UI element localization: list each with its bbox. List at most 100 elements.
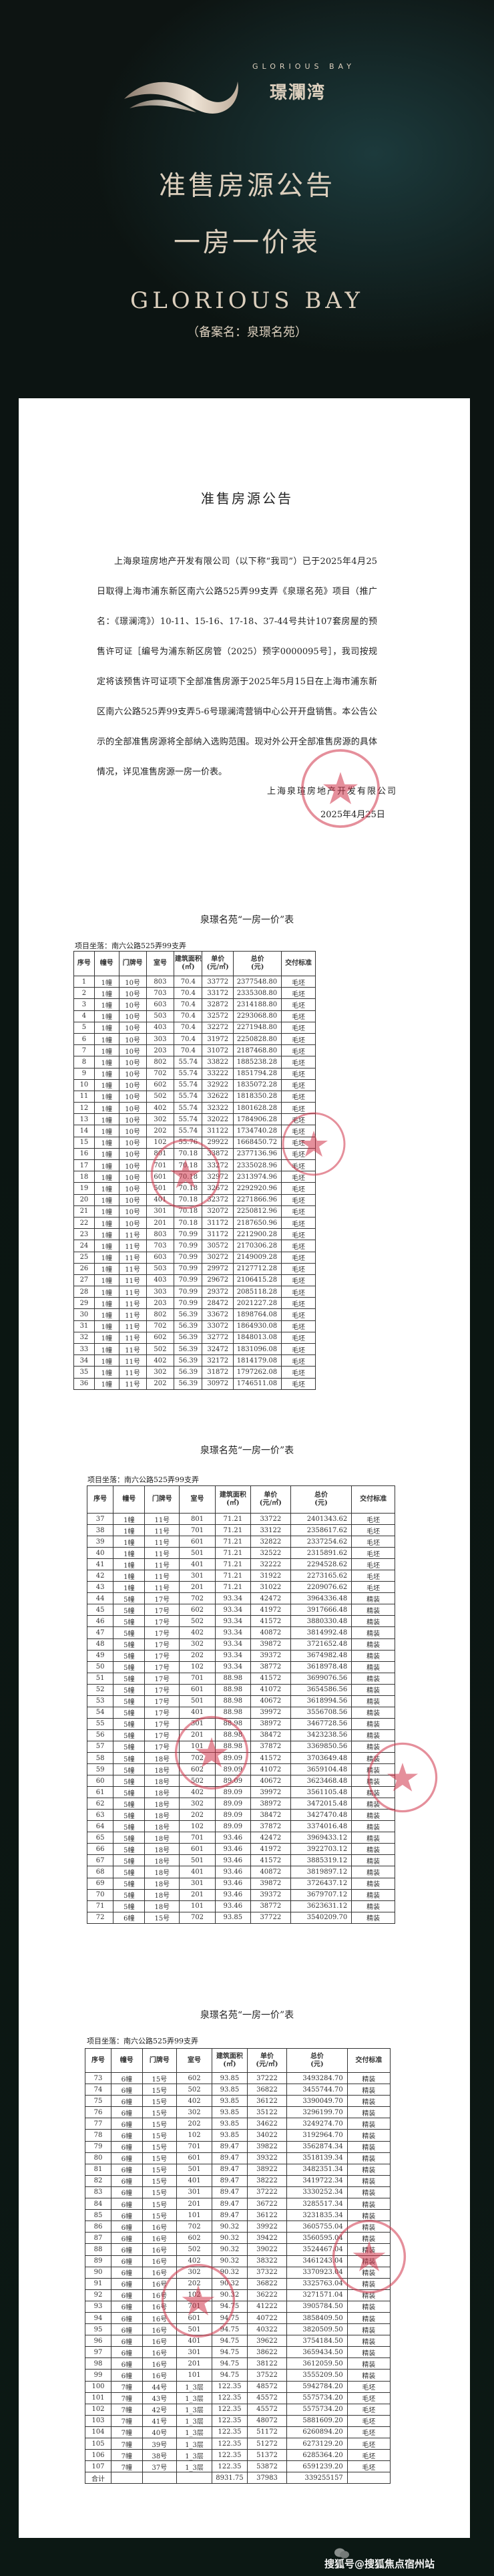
table-row: 99 6幢 16号 101 94.75 37522 3555209.50 精装 (84, 2369, 391, 2382)
cell-delivery-standard: 精装 (351, 1672, 395, 1685)
logo-english: GLORIOUS BAY (252, 62, 355, 71)
cell-unit-price: 33072 (202, 1320, 234, 1332)
table-row: 7 1幢 10号 203 70.4 31072 2187468.80 毛坯 (73, 1044, 316, 1057)
cell-delivery-standard: 毛坯 (281, 1159, 316, 1172)
cell-door-no: 10号 (118, 998, 147, 1011)
cell-total-price: 2127712.28 (233, 1262, 282, 1275)
cell-door-no: 11号 (144, 1524, 180, 1537)
cell-delivery-standard: 毛坯 (281, 1125, 316, 1137)
cell-building: 5幢 (113, 1626, 146, 1639)
cell-seq: 105 (84, 2437, 112, 2450)
cell-seq: 合计 (84, 2472, 112, 2484)
cell-building: 6幢 (111, 2323, 143, 2336)
cell-building: 5幢 (113, 1832, 146, 1844)
cell-seq: 86 (84, 2221, 112, 2233)
header-building: 幢号 (113, 1485, 146, 1514)
cell-room-no: 201 (179, 1729, 216, 1741)
cell-total-price: 3885319.12 (290, 1854, 352, 1867)
cell-door-no: 18号 (144, 1751, 180, 1765)
cell-area: 93.46 (214, 1888, 252, 1901)
cell-unit-price: 37222 (246, 2186, 288, 2199)
cell-delivery-standard: 毛坯 (281, 1090, 316, 1103)
table-row: 100 7幢 44号 1_3层 122.35 48572 5942784.20 毛坯 (84, 2380, 391, 2393)
cell-building: 5幢 (113, 1615, 146, 1628)
cell-delivery-standard: 毛坯 (281, 1032, 316, 1046)
cell-total-price: 6285364.20 (286, 2449, 348, 2462)
cell-delivery-standard: 毛坯 (351, 1524, 395, 1537)
cell-room-no: 402 (179, 1626, 216, 1639)
cell-building: 6幢 (111, 2106, 143, 2119)
cell-seq: 25 (73, 1251, 95, 1264)
cell-delivery-standard: 精装 (346, 2209, 391, 2222)
cell-total-price: 3659434.50 (286, 2346, 348, 2359)
cell-door-no: 11号 (144, 1558, 180, 1571)
cell-room-no: 302 (176, 2266, 212, 2279)
cell-delivery-standard: 毛坯 (281, 1182, 316, 1195)
cell-door-no: 11号 (118, 1342, 147, 1356)
cell-unit-price: 32922 (202, 1079, 234, 1091)
cell-total-price: 5942784.20 (286, 2380, 348, 2393)
cell-area: 56.39 (174, 1342, 203, 1356)
cell-delivery-standard: 精装 (351, 1877, 395, 1890)
cell-delivery-standard: 精装 (346, 2221, 391, 2233)
table-row: 64 5幢 18号 102 89.09 37872 3374016.48 精装 (86, 1820, 395, 1833)
cell-total-price: 3964336.48 (290, 1592, 352, 1605)
cell-door-no: 18号 (144, 1809, 180, 1822)
cell-door-no: 10号 (118, 1147, 147, 1161)
cell-total-price: 2250828.80 (233, 1032, 282, 1046)
cell-unit-price: 39822 (246, 2140, 288, 2153)
cell-building: 1幢 (113, 1570, 146, 1582)
cell-room-no: 501 (179, 1854, 216, 1867)
cell-room-no: 1_3层 (176, 2414, 212, 2427)
cell-unit-price: 34022 (246, 2129, 288, 2142)
cell-building: 5幢 (113, 1717, 146, 1730)
cell-total-price: 3618994.56 (290, 1695, 352, 1707)
cell-unit-price: 39872 (250, 1638, 291, 1651)
cell-building: 1幢 (93, 1159, 119, 1172)
table-row: 48 5幢 17号 302 93.34 39872 3721652.48 精装 (86, 1638, 395, 1651)
table-row: 104 7幢 40号 1_3层 122.35 51172 6260894.20 毛坯 (84, 2426, 391, 2439)
cell-unit-price: 38322 (246, 2255, 288, 2267)
cell-area: 55.74 (174, 1125, 203, 1137)
cell-door-no: 10号 (118, 1102, 147, 1115)
cell-total-price: 2149009.28 (233, 1251, 282, 1264)
cell-delivery-standard: 精装 (346, 2186, 391, 2199)
cell-area: 93.46 (214, 1843, 252, 1856)
price-table-3: 序号 幢号 门牌号 室号 建筑面积 (㎡) 单价 (元/㎡) 总价 (元) 交付标准 73 6幢 1… (84, 2048, 391, 2484)
cell-area: 55.74 (174, 1090, 203, 1103)
cell-unit-price: 41572 (250, 1615, 291, 1628)
cell-room-no: 502 (179, 1615, 216, 1628)
cell-building: 1幢 (93, 1021, 119, 1034)
cell-delivery-standard: 精装 (346, 2106, 391, 2119)
table-header-row: 序号 幢号 门牌号 室号 建筑面积 (㎡) 单价 (元/㎡) 总价 (元) 交付标准 (86, 1485, 395, 1514)
table-row: 93 6幢 16号 701 94.75 41222 3905784.50 精装 (84, 2300, 391, 2313)
announcement-body: 上海泉瑄房地产开发有限公司（以下称“我司”）已于2025年4月25日取得上海市浦… (97, 557, 377, 777)
cell-room-no: 202 (176, 2277, 212, 2290)
cell-seq: 91 (84, 2277, 112, 2290)
table-row: 5 1幢 10号 403 70.4 32272 2271948.80 毛坯 (73, 1021, 316, 1034)
cell-door-no: 16号 (142, 2221, 178, 2233)
cell-total-price: 1746511.08 (233, 1377, 282, 1390)
cell-total-price: 3330252.34 (286, 2186, 348, 2199)
cell-door-no: 17号 (144, 1604, 180, 1616)
cell-building: 7幢 (111, 2414, 143, 2427)
table-1-location: 项目坐落：南六公路525弄99支弄 (75, 942, 186, 950)
table-row: 32 1幢 11号 602 56.39 32772 1848013.08 毛坯 (73, 1331, 316, 1344)
cell-seq: 58 (86, 1751, 114, 1765)
cell-delivery-standard: 毛坯 (346, 2380, 391, 2393)
cell-delivery-standard: 毛坯 (351, 1558, 395, 1571)
cell-building: 1幢 (93, 1056, 119, 1068)
cell-area: 89.09 (214, 1820, 252, 1833)
header-total-price: 总价 (元) (286, 2048, 348, 2073)
cell-room-no: 203 (146, 1297, 175, 1310)
cell-door-no: 18号 (144, 1843, 180, 1856)
cell-building: 1幢 (93, 1079, 119, 1091)
cell-door-no: 16号 (142, 2357, 178, 2370)
table-row: 79 6幢 15号 701 89.47 39822 3562874.34 精装 (84, 2140, 391, 2153)
cell-area: 122.35 (211, 2380, 248, 2393)
cell-building: 1幢 (93, 1067, 119, 1080)
cell-area: 71.21 (214, 1581, 252, 1594)
cell-building: 1幢 (113, 1581, 146, 1594)
cell-building: 5幢 (113, 1820, 146, 1833)
table-3-title: 泉璟名苑“一房一价”表 (200, 2010, 294, 2021)
